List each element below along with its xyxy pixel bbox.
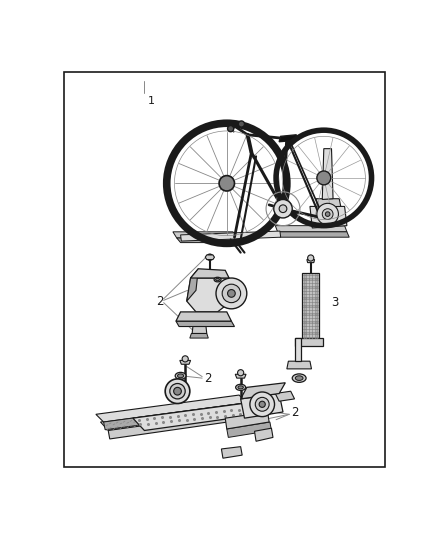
Circle shape (173, 387, 181, 395)
Ellipse shape (177, 374, 184, 378)
Circle shape (182, 356, 188, 362)
Polygon shape (294, 338, 323, 346)
Polygon shape (133, 403, 260, 431)
Polygon shape (240, 383, 285, 399)
Polygon shape (278, 232, 349, 237)
Polygon shape (96, 395, 247, 422)
Polygon shape (235, 374, 246, 378)
Ellipse shape (214, 277, 221, 282)
Circle shape (228, 126, 234, 132)
Circle shape (317, 203, 339, 225)
Text: 1: 1 (148, 96, 155, 106)
Polygon shape (294, 338, 301, 361)
Ellipse shape (292, 374, 306, 382)
Polygon shape (287, 361, 311, 369)
Text: 2: 2 (204, 372, 211, 385)
Circle shape (317, 171, 331, 185)
Polygon shape (103, 403, 248, 430)
Polygon shape (225, 412, 269, 429)
Circle shape (219, 175, 234, 191)
Circle shape (259, 401, 265, 407)
Polygon shape (254, 428, 273, 441)
Polygon shape (310, 206, 347, 228)
Polygon shape (176, 321, 234, 327)
Polygon shape (191, 269, 229, 278)
Polygon shape (177, 238, 240, 243)
Circle shape (207, 254, 213, 260)
Polygon shape (205, 255, 215, 260)
Circle shape (255, 398, 269, 411)
Circle shape (170, 384, 185, 399)
Polygon shape (187, 269, 198, 301)
Polygon shape (108, 410, 254, 439)
Circle shape (228, 289, 235, 297)
Circle shape (307, 255, 314, 261)
Circle shape (322, 209, 333, 220)
Polygon shape (302, 273, 319, 338)
Polygon shape (173, 232, 237, 238)
Polygon shape (192, 327, 207, 334)
Circle shape (216, 278, 247, 309)
Polygon shape (180, 360, 191, 364)
Circle shape (325, 212, 330, 216)
Circle shape (165, 379, 190, 403)
Circle shape (222, 284, 240, 303)
Polygon shape (180, 231, 281, 241)
Ellipse shape (175, 373, 186, 379)
Polygon shape (322, 149, 333, 199)
Polygon shape (279, 135, 298, 142)
Polygon shape (316, 199, 341, 207)
Text: 2: 2 (156, 295, 163, 308)
Ellipse shape (295, 376, 303, 381)
Circle shape (274, 199, 292, 218)
Polygon shape (100, 403, 252, 431)
Polygon shape (240, 393, 283, 418)
Polygon shape (187, 278, 231, 312)
Circle shape (238, 121, 244, 127)
Polygon shape (276, 225, 347, 232)
Circle shape (250, 392, 275, 417)
Polygon shape (227, 422, 272, 438)
Polygon shape (190, 334, 208, 338)
Ellipse shape (236, 384, 246, 391)
Circle shape (237, 370, 244, 376)
Circle shape (279, 205, 287, 213)
Ellipse shape (238, 386, 244, 389)
Polygon shape (307, 260, 314, 263)
Polygon shape (276, 391, 294, 401)
Polygon shape (221, 447, 242, 458)
Text: 3: 3 (332, 296, 339, 309)
Polygon shape (176, 312, 231, 321)
Ellipse shape (215, 278, 219, 281)
Text: 2: 2 (291, 406, 298, 419)
